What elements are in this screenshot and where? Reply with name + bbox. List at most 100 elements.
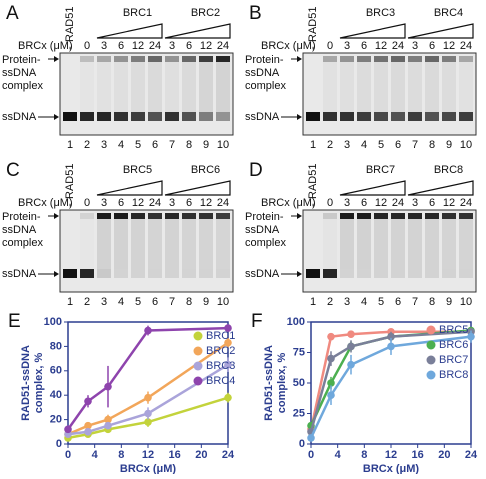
conc-zero: 0 xyxy=(327,197,333,209)
data-point xyxy=(327,391,335,400)
data-point xyxy=(347,360,355,369)
complex-label: complex xyxy=(245,237,286,249)
minus-label: - xyxy=(64,203,76,207)
ssdna-band xyxy=(131,269,145,278)
lane-number: 2 xyxy=(84,296,90,308)
complex-band xyxy=(323,56,337,62)
ssdna-band xyxy=(182,112,196,121)
panel-letter: E xyxy=(8,311,21,332)
complex-label: ssDNA xyxy=(245,224,280,236)
complex-band xyxy=(165,213,179,219)
ssdna-band xyxy=(165,269,179,278)
group-name: BRC8 xyxy=(434,164,463,176)
complex-label: Protein- xyxy=(2,211,41,223)
conc-label: BRCx (μM) xyxy=(261,40,316,52)
panel-letter: C xyxy=(6,160,20,181)
conc-value: 12 xyxy=(375,40,387,52)
ssdna-band xyxy=(357,269,371,278)
conc-value: 3 xyxy=(412,40,418,52)
data-point xyxy=(224,393,232,402)
complex-band xyxy=(97,213,111,219)
complex-band xyxy=(148,56,162,62)
conc-label: BRCx (μM) xyxy=(18,40,73,52)
gel xyxy=(59,209,234,293)
y-tick-label: 75 xyxy=(293,346,305,358)
legend-marker xyxy=(426,340,436,350)
ssdna-band xyxy=(306,112,320,121)
complex-band xyxy=(114,213,128,219)
smear xyxy=(148,219,162,269)
complex-band xyxy=(391,56,405,62)
lane-number: 4 xyxy=(118,139,124,151)
data-point xyxy=(327,332,335,341)
lane-number: 10 xyxy=(460,139,472,151)
smear xyxy=(80,219,94,269)
lane-number: 8 xyxy=(186,139,192,151)
conc-value: 3 xyxy=(101,197,107,209)
complex-label: complex xyxy=(2,80,43,92)
lane-number: 8 xyxy=(429,139,435,151)
legend-label: BRC1 xyxy=(206,330,235,342)
x-axis-label: BRCx (μM) xyxy=(120,463,177,474)
rad51-label: RAD51 xyxy=(64,164,76,199)
panel-letter: D xyxy=(249,160,263,181)
ssdna-label: ssDNA xyxy=(245,111,280,123)
ssdna-band xyxy=(216,112,230,121)
smear xyxy=(114,62,128,112)
conc-value: 6 xyxy=(361,197,367,209)
ssdna-band xyxy=(182,269,196,278)
conc-value: 3 xyxy=(344,40,350,52)
smear xyxy=(323,219,337,269)
x-tick-label: 4 xyxy=(92,449,99,461)
conc-value: 3 xyxy=(169,197,175,209)
legend-marker xyxy=(193,346,203,356)
complex-band xyxy=(459,213,473,219)
legend-marker xyxy=(426,355,436,365)
conc-value: 24 xyxy=(149,197,161,209)
ssdna-band xyxy=(340,112,354,121)
smear xyxy=(131,62,145,112)
lane-number: 1 xyxy=(310,139,316,151)
complex-band xyxy=(131,213,145,219)
legend-label: BRC3 xyxy=(206,360,235,372)
data-point xyxy=(307,434,315,442)
group-name: BRC7 xyxy=(366,164,395,176)
smear xyxy=(97,219,111,269)
lane-number: 2 xyxy=(327,139,333,151)
arrow-head xyxy=(297,271,302,277)
smear xyxy=(216,62,230,112)
complex-band xyxy=(97,56,111,62)
lane-number: 4 xyxy=(361,296,367,308)
arrow-head xyxy=(297,56,302,62)
titration-wedge xyxy=(96,180,163,196)
ssdna-band xyxy=(459,112,473,121)
y-axis-label: RAD51-ssDNA xyxy=(20,345,32,421)
smear xyxy=(80,62,94,112)
x-tick-label: 4 xyxy=(335,449,342,461)
complex-band xyxy=(442,213,456,219)
x-tick-label: 12 xyxy=(142,449,154,461)
lane-number: 7 xyxy=(169,296,175,308)
conc-value: 6 xyxy=(429,40,435,52)
lane-number: 1 xyxy=(67,139,73,151)
complex-label: ssDNA xyxy=(245,67,280,79)
smear xyxy=(340,219,354,269)
titration-wedge xyxy=(407,23,474,39)
titration-wedge xyxy=(164,180,231,196)
conc-zero: 0 xyxy=(84,40,90,52)
y-tick-label: 25 xyxy=(293,407,305,419)
smear xyxy=(391,219,405,269)
legend-label: BRC7 xyxy=(439,354,468,366)
data-point xyxy=(347,342,355,351)
arrow-head xyxy=(54,114,59,120)
smear xyxy=(165,62,179,112)
ssdna-band xyxy=(425,112,439,121)
ssdna-band xyxy=(391,269,405,278)
data-point xyxy=(144,326,152,335)
complex-band xyxy=(408,213,422,219)
x-tick-label: 8 xyxy=(118,449,124,461)
minus-label: - xyxy=(307,46,319,50)
legend-label: BRC6 xyxy=(439,339,468,351)
ssdna-band xyxy=(408,112,422,121)
conc-label: BRCx (μM) xyxy=(261,197,316,209)
